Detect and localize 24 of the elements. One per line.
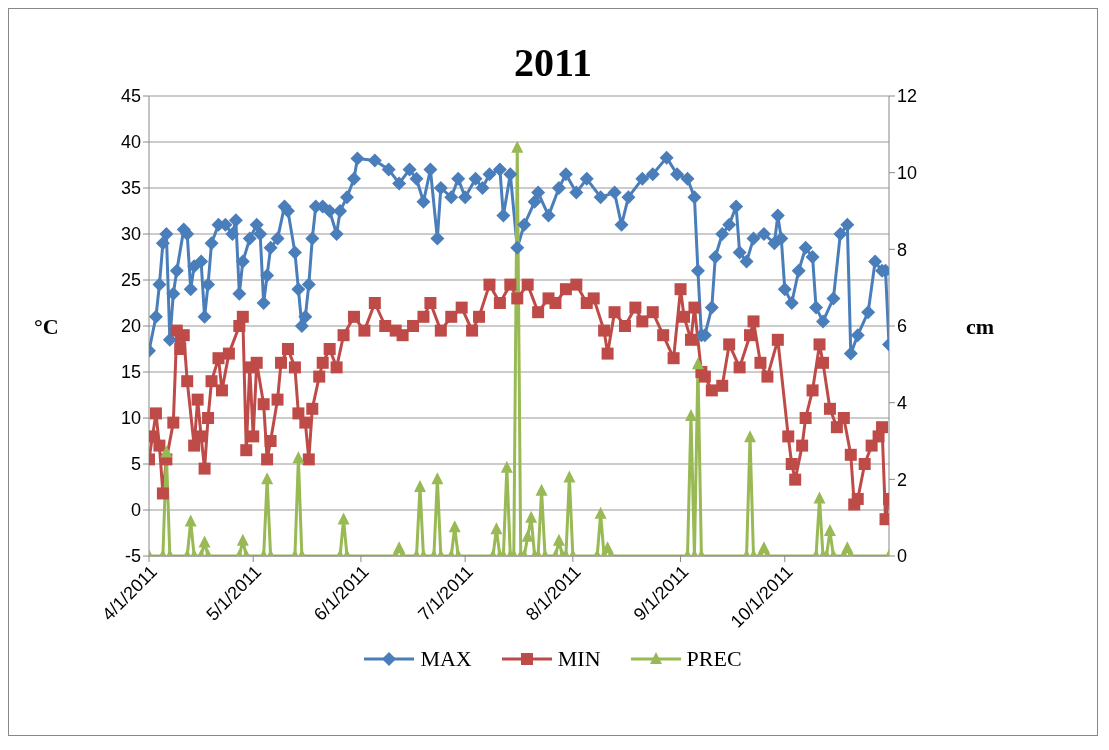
y-tick-label: 35: [120, 178, 141, 199]
y2-tick-label: 10: [897, 163, 918, 184]
y-tick-label: 20: [120, 316, 141, 337]
y-tick-label: -5: [124, 546, 141, 567]
y2-tick-label: 6: [897, 316, 908, 337]
y2-axis-title: cm: [965, 313, 994, 339]
y2-tick-label: 4: [897, 393, 908, 414]
y-tick-label: 40: [120, 132, 141, 153]
y-tick-label: 45: [120, 86, 141, 107]
y2-tick-label: 12: [897, 86, 918, 107]
y-tick-label: 10: [120, 408, 141, 429]
y-tick-label: 5: [130, 454, 141, 475]
chart-title: 2011: [513, 39, 593, 86]
y-tick-label: 25: [120, 270, 141, 291]
y-axis-title: °C: [34, 313, 59, 339]
legend-label: MIN: [557, 646, 601, 672]
y-tick-label: 15: [120, 362, 141, 383]
y2-tick-label: 0: [897, 546, 908, 567]
y2-tick-label: 2: [897, 469, 908, 490]
legend-label: PREC: [686, 646, 742, 672]
y-tick-label: 0: [130, 500, 141, 521]
y-tick-label: 30: [120, 224, 141, 245]
y2-tick-label: 8: [897, 239, 908, 260]
legend-label: MAX: [420, 646, 472, 672]
